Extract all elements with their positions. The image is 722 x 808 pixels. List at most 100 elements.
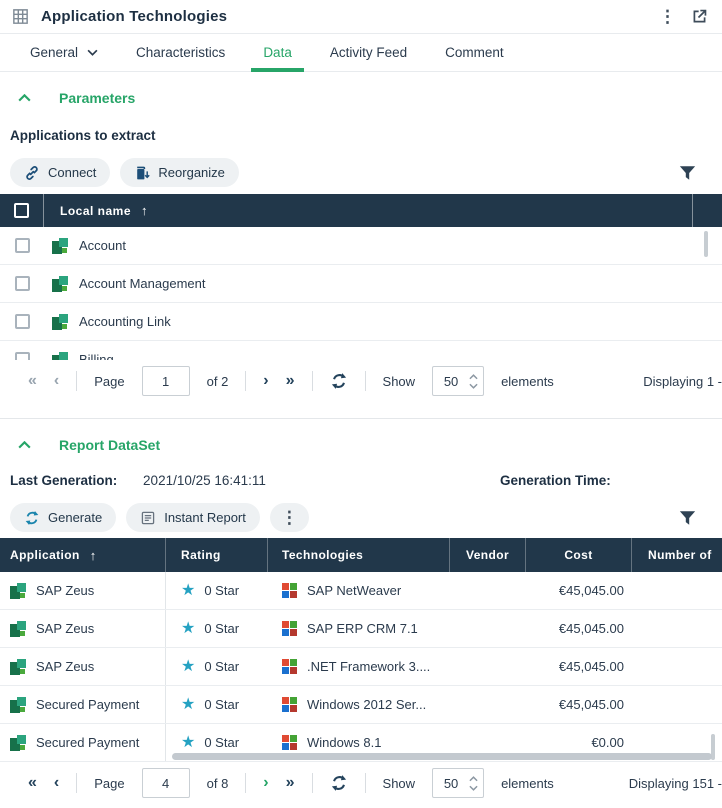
refresh-icon[interactable] [330,372,348,390]
caret-down-icon[interactable] [469,785,478,791]
table-row[interactable]: SAP Zeus ★ 0 Star .NET Framework 3.... €… [0,648,722,686]
horizontal-scrollbar[interactable] [172,753,712,760]
page-input[interactable] [141,366,190,396]
local-name-cell: Account Management [79,276,206,291]
vertical-scrollbar[interactable] [704,231,708,257]
table-row[interactable]: Secured Payment ★ 0 Star Windows 8.1 €0.… [0,724,722,762]
show-label: Show [382,775,416,791]
tab-data[interactable]: Data [251,34,304,72]
parameters-toolbar: Connect Reorganize [10,158,710,187]
page-label: Page [94,373,125,389]
report-pagination: « ‹ Page of 8 › » Show elements Displayi… [0,762,722,804]
tab-general[interactable]: General [18,34,110,71]
report-document-icon [140,510,156,526]
application-cell: Secured Payment [36,735,140,750]
table-row[interactable]: Account Management [0,265,722,303]
cost-cell: €0.00 [591,735,624,750]
titlebar: Application Technologies ⋮ [0,0,722,34]
vertical-scrollbar[interactable] [711,734,715,760]
technology-icon [282,583,297,598]
tab-bar: General Characteristics Data Activity Fe… [0,34,722,72]
link-icon [24,165,40,181]
page-input[interactable] [141,768,190,798]
local-name-cell: Billing [79,352,114,360]
first-page-button[interactable]: « [28,372,37,389]
page-size-stepper[interactable] [432,768,485,798]
application-icon [52,237,68,254]
column-application[interactable]: Application [10,548,80,562]
page-size-stepper[interactable] [432,366,485,396]
caret-down-icon[interactable] [469,383,478,389]
applications-to-extract-label: Applications to extract [10,128,156,143]
table-row[interactable]: Secured Payment ★ 0 Star Windows 2012 Se… [0,686,722,724]
chevron-down-icon [87,49,98,56]
technology-cell: .NET Framework 3.... [307,659,431,674]
application-icon [10,696,26,713]
tab-activity-feed[interactable]: Activity Feed [329,45,408,60]
application-cell: SAP Zeus [36,621,95,636]
column-vendor[interactable]: Vendor [450,538,526,572]
connect-button[interactable]: Connect [10,158,111,187]
collapse-chevron-up-icon[interactable] [18,94,31,102]
next-page-button[interactable]: › [263,774,269,791]
star-icon: ★ [181,695,196,713]
reorganize-button[interactable]: Reorganize [120,158,239,187]
column-cost[interactable]: Cost [526,538,632,572]
select-all-checkbox[interactable] [14,203,29,218]
table-row[interactable]: SAP Zeus ★ 0 Star SAP ERP CRM 7.1 €45,04… [0,610,722,648]
prev-page-button[interactable]: ‹ [53,774,60,791]
row-checkbox[interactable] [14,314,30,329]
technology-cell: SAP NetWeaver [307,583,402,598]
prev-page-button[interactable]: ‹ [53,372,60,389]
star-icon: ★ [181,657,196,675]
page-size-input[interactable] [433,373,470,389]
more-actions-button[interactable]: ⋮ [269,503,309,532]
caret-up-icon[interactable] [469,775,478,782]
table-row[interactable]: Account [0,227,722,265]
collapse-chevron-up-icon[interactable] [18,441,31,449]
technology-cell: Windows 2012 Ser... [307,697,427,712]
sort-ascending-icon[interactable]: ↑ [89,547,97,563]
row-checkbox[interactable] [14,352,30,360]
cost-cell: €45,045.00 [558,659,624,674]
first-page-button[interactable]: « [28,774,37,791]
tab-characteristics[interactable]: Characteristics [136,45,226,60]
page-size-input[interactable] [433,775,470,791]
filter-icon[interactable] [679,165,696,181]
column-local-name[interactable]: Local name [60,203,132,218]
sort-ascending-icon[interactable]: ↑ [141,203,149,218]
last-page-button[interactable]: » [285,372,295,389]
refresh-icon[interactable] [330,774,348,792]
instant-report-button[interactable]: Instant Report [126,503,260,532]
local-name-cell: Accounting Link [79,314,171,329]
column-number-of[interactable]: Number of [648,548,712,562]
application-cell: SAP Zeus [36,659,95,674]
row-checkbox[interactable] [14,276,30,291]
tab-comment[interactable]: Comment [445,45,504,60]
column-rating[interactable]: Rating [166,538,268,572]
last-page-button[interactable]: » [285,774,295,791]
application-icon [52,313,68,330]
rating-cell: 0 Star [204,697,240,712]
filter-icon[interactable] [679,510,696,526]
report-section-title: Report DataSet [59,437,161,453]
report-table: Application ↑ Rating Technologies Vendor… [0,538,722,762]
caret-up-icon[interactable] [469,373,478,380]
technology-cell: Windows 8.1 [307,735,382,750]
next-page-button[interactable]: › [263,372,269,389]
generation-info-row: Last Generation: 2021/10/25 16:41:11 Gen… [10,473,712,491]
application-icon [52,351,68,360]
open-in-new-icon[interactable] [691,8,708,25]
row-checkbox[interactable] [14,238,30,253]
section-divider [0,418,722,419]
report-table-header: Application ↑ Rating Technologies Vendor… [0,538,722,572]
technology-icon [282,659,297,674]
generation-time-label: Generation Time: [500,473,611,488]
kebab-menu-icon[interactable]: ⋮ [659,7,676,26]
generate-button[interactable]: Generate [10,503,117,532]
column-technologies[interactable]: Technologies [268,538,450,572]
table-row[interactable]: SAP Zeus ★ 0 Star SAP NetWeaver €45,045.… [0,572,722,610]
star-icon: ★ [181,619,196,637]
table-row[interactable]: Billing [0,341,722,360]
table-row[interactable]: Accounting Link [0,303,722,341]
